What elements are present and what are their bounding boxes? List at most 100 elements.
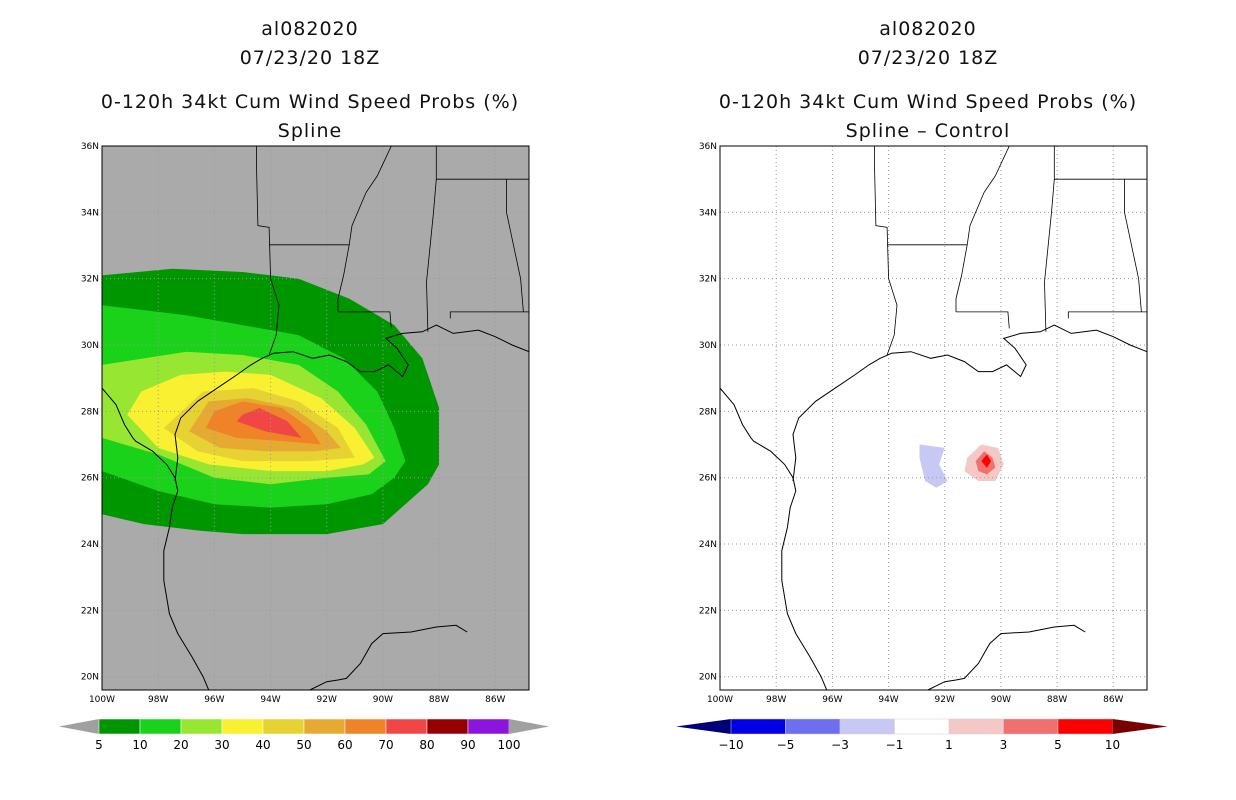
left-colorbar-label: 60 (337, 738, 352, 752)
left-map-panel: 36N 34N 32N 30N 28N 26N 24N 22N 20N 100W 98W 96W 94W… (81, 142, 530, 705)
right-lon-tick-label: 92W (935, 695, 955, 705)
right-contour-fill-5 (981, 454, 992, 468)
left-colorbar-swatch (385, 718, 428, 735)
left-lon-tick-label: 88W (429, 695, 449, 705)
right-colorbar-label: −10 (718, 738, 743, 752)
right-lon-tick-label: 100W (707, 695, 733, 705)
left-colorbar-label: 10 (132, 738, 147, 752)
right-state-border (956, 311, 1010, 329)
right-lat-tick-label: 22N (699, 606, 717, 616)
left-lat-tick-label: 26N (81, 474, 99, 484)
right-colorbar-label: 5 (1054, 738, 1062, 752)
left-colorbar-low-triangle (59, 719, 99, 734)
right-map-background (720, 146, 1147, 690)
left-colorbar-label: 30 (214, 738, 229, 752)
right-coastline (720, 387, 828, 690)
right-colorbar-label: −1 (886, 738, 904, 752)
right-state-border (874, 146, 898, 356)
left-lon-tick-label: 92W (317, 695, 337, 705)
right-lat-tick-label: 30N (699, 341, 717, 351)
right-colorbar-label: −5 (777, 738, 795, 752)
right-lon-tick-label: 86W (1103, 695, 1123, 705)
left-colorbar-swatch (262, 718, 305, 735)
left-product-title: 0-120h 34kt Cum Wind Speed Probs (%) (100, 91, 520, 113)
right-storm-id: al082020 (879, 18, 977, 40)
right-colorbar-swatch (785, 718, 841, 735)
left-lon-tick-label: 94W (260, 695, 280, 705)
right-colorbar-swatch (948, 718, 1004, 735)
left-colorbar-swatch (344, 718, 387, 735)
right-lat-tick-label: 32N (699, 275, 717, 285)
right-lat-tick-label: 24N (699, 540, 717, 550)
right-lat-tick-label: 28N (699, 407, 717, 417)
right-lon-tick-label: 90W (991, 695, 1011, 705)
left-colorbar-swatch (467, 718, 510, 735)
left-colorbar-swatch (221, 718, 264, 735)
left-state-border (269, 146, 392, 246)
right-state-border (955, 244, 968, 312)
right-product-title: 0-120h 34kt Cum Wind Speed Probs (%) (718, 91, 1138, 113)
right-map-frame (719, 145, 1148, 691)
left-contour-fill-70 (236, 408, 302, 438)
left-colorbar-swatch (303, 718, 346, 735)
right-lon-tick-label: 88W (1047, 695, 1067, 705)
right-state-border (1044, 146, 1055, 332)
right-colorbar-swatch (1003, 718, 1059, 735)
left-lat-tick-label: 32N (81, 275, 99, 285)
left-datetime: 07/23/20 18Z (239, 47, 381, 69)
left-colorbar-label: 40 (255, 738, 270, 752)
right-coastline (792, 324, 1147, 482)
left-colorbar-label: 100 (498, 738, 521, 752)
left-colorbar-swatch (426, 718, 469, 735)
left-colorbar-label: 5 (95, 738, 103, 752)
left-colorbar-label: 50 (296, 738, 311, 752)
left-state-border (506, 179, 524, 312)
left-state-border (256, 146, 280, 356)
left-colorbar-swatch (139, 718, 182, 735)
right-colorbar-swatch (894, 718, 950, 735)
left-lon-tick-label: 90W (373, 695, 393, 705)
left-coastline (102, 387, 210, 690)
right-colorbar-label: −3 (831, 738, 849, 752)
left-lat-tick-label: 20N (81, 673, 99, 683)
right-plot-area (720, 146, 1147, 690)
right-colorbar: −10 −5 −3 −1 1 3 5 10 (676, 718, 1168, 752)
left-lat-tick-label: 34N (81, 208, 99, 218)
right-coastline (927, 624, 1086, 690)
left-colorbar-swatch (98, 718, 141, 735)
right-lon-tick-label: 94W (878, 695, 898, 705)
right-lat-tick-label: 34N (699, 208, 717, 218)
right-lon-tick-label: 96W (822, 695, 842, 705)
right-datetime: 07/23/20 18Z (857, 47, 999, 69)
right-colorbar-swatch (730, 718, 786, 735)
left-coastline (309, 624, 468, 690)
left-colorbar-label: 80 (419, 738, 434, 752)
right-colorbar-high-triangle (1112, 719, 1168, 734)
right-state-border (887, 146, 1010, 246)
left-coastline (174, 324, 529, 482)
right-lat-tick-label: 20N (699, 673, 717, 683)
right-lat-tick-label: 36N (699, 142, 717, 152)
left-state-border (426, 146, 437, 332)
right-subtitle: Spline – Control (845, 120, 1011, 142)
left-storm-id: al082020 (261, 18, 359, 40)
left-colorbar-label: 90 (460, 738, 475, 752)
right-state-border (1067, 311, 1147, 319)
right-colorbar-swatch (1057, 718, 1113, 735)
right-colorbar-swatch (839, 718, 895, 735)
left-colorbar: 5 10 20 30 40 50 60 70 80 90 100 (59, 718, 549, 752)
right-colorbar-label: 1 (945, 738, 953, 752)
left-plot-area (102, 146, 529, 690)
left-lat-tick-label: 28N (81, 407, 99, 417)
left-subtitle: Spline (277, 120, 343, 142)
right-state-border (1124, 179, 1142, 312)
left-colorbar-label: 70 (378, 738, 393, 752)
right-map-panel: 36N 34N 32N 30N 28N 26N 24N 22N 20N 100W 98W 96W 94W… (699, 142, 1148, 705)
left-lat-tick-label: 24N (81, 540, 99, 550)
left-lon-tick-label: 100W (89, 695, 115, 705)
left-colorbar-label: 20 (173, 738, 188, 752)
left-map-frame (101, 145, 530, 691)
right-colorbar-low-triangle (676, 719, 731, 734)
right-colorbar-label: 10 (1105, 738, 1120, 752)
